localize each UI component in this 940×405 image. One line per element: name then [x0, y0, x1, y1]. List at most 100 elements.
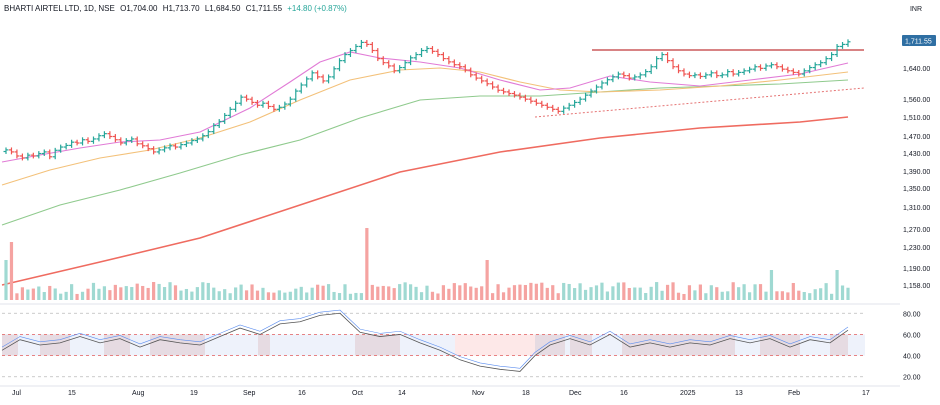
volume-bar: [649, 286, 653, 300]
ma-200-line: [1, 116, 849, 286]
volume-bar: [42, 292, 46, 300]
volume-bar: [655, 282, 659, 300]
volume-bar: [704, 293, 708, 300]
volume-bar: [316, 284, 320, 300]
currency-label[interactable]: INR: [909, 6, 922, 13]
volume-bar: [540, 282, 544, 300]
rsi-zone: [2, 334, 18, 356]
volume-bar: [441, 285, 446, 300]
volume-bar: [239, 284, 243, 300]
volume-bar: [392, 288, 396, 300]
x-axis-tick: 14: [398, 390, 406, 397]
volume-bar: [173, 285, 178, 300]
rsi-zone: [150, 334, 205, 356]
volume-bar: [157, 283, 161, 300]
volume-bar: [146, 287, 150, 300]
support-line: [534, 87, 865, 118]
ma-50-line: [1, 67, 849, 186]
price-axis-tick: 1,158.00: [903, 283, 930, 290]
volume-bar: [266, 292, 271, 300]
volume-bar: [294, 288, 298, 300]
volume-bar: [419, 292, 424, 300]
volume-bar: [53, 288, 57, 300]
low-value: L1,684.50: [204, 4, 241, 13]
volume-bar: [819, 288, 823, 300]
volume-bar: [348, 293, 353, 300]
x-axis-tick: 15: [68, 390, 76, 397]
x-axis-tick: 18: [522, 390, 530, 397]
volume-bar: [130, 287, 134, 300]
x-axis-tick: 19: [190, 390, 198, 397]
volume-bar: [381, 285, 385, 300]
volume-bar: [430, 291, 435, 300]
symbol-title[interactable]: BHARTI AIRTEL LTD, 1D, NSE: [4, 4, 115, 13]
volume-bar: [201, 282, 205, 300]
volume-bar: [824, 283, 828, 300]
volume-bar: [190, 291, 194, 300]
x-axis-tick: Feb: [788, 390, 800, 397]
volume-bar: [9, 242, 14, 300]
volume-bar: [152, 282, 156, 300]
volume-bar: [846, 287, 850, 300]
volume-bar: [75, 293, 79, 300]
volume-bar: [299, 286, 303, 300]
volume-bar: [474, 287, 478, 300]
volume-bar: [545, 287, 549, 300]
volume-bar: [452, 283, 456, 300]
volume-bar: [616, 282, 620, 300]
volume-bar: [512, 285, 517, 300]
volume-bar: [829, 293, 834, 300]
volume-bar: [562, 282, 566, 300]
volume-bar: [277, 290, 281, 300]
volume-bar: [97, 288, 101, 300]
x-axis-tick: 17: [862, 390, 870, 397]
price-axis-tick: 1,230.00: [903, 245, 930, 252]
x-axis-tick: Nov: [472, 390, 485, 397]
rsi-zone: [258, 334, 270, 356]
volume-bar: [59, 293, 63, 300]
volume-bar: [600, 282, 604, 300]
volume-bar: [310, 287, 314, 300]
volume-bar: [288, 291, 292, 300]
x-axis-tick: Jul: [12, 390, 21, 397]
volume-bar: [337, 293, 342, 300]
volume-bar: [91, 282, 96, 300]
last-price-tag: 1,711.55: [905, 39, 932, 46]
volume-bar: [660, 290, 664, 300]
price-axis-tick: 1,560.00: [903, 97, 930, 104]
volume-bar: [212, 287, 216, 300]
rsi-line: [1, 312, 849, 372]
volume-bar: [272, 292, 276, 300]
volume-bar: [244, 290, 249, 300]
volume-bar: [283, 292, 287, 300]
volume-bar: [326, 284, 331, 300]
volume-bar: [594, 285, 599, 300]
price-axis-tick: 1,510.00: [903, 115, 930, 122]
volume-bar: [119, 287, 123, 300]
volume-bar: [4, 260, 8, 300]
volume-bar: [567, 283, 571, 300]
x-axis-tick: 13: [735, 390, 743, 397]
volume-bar: [709, 285, 713, 300]
volume-bar: [518, 284, 522, 300]
volume-bar: [835, 270, 839, 300]
volume-bar: [321, 285, 325, 300]
volume-bar: [507, 287, 511, 300]
volume-bar: [671, 282, 675, 300]
volume-bar: [808, 293, 812, 300]
volume-bar: [491, 293, 495, 300]
volume-bar: [638, 287, 642, 300]
volume-bar: [162, 287, 167, 300]
volume-bar: [501, 292, 506, 300]
volume-bar: [135, 283, 139, 300]
volume-bar: [573, 288, 577, 300]
price-axis-tick: 1,310.00: [903, 205, 930, 212]
volume-bar: [48, 285, 52, 300]
volume-bar: [403, 282, 407, 300]
volume-bar: [343, 284, 347, 300]
volume-bar: [102, 286, 107, 300]
price-axis-tick: 1,640.00: [903, 66, 930, 73]
x-axis-tick: 16: [620, 390, 628, 397]
volume-bar: [698, 284, 702, 300]
